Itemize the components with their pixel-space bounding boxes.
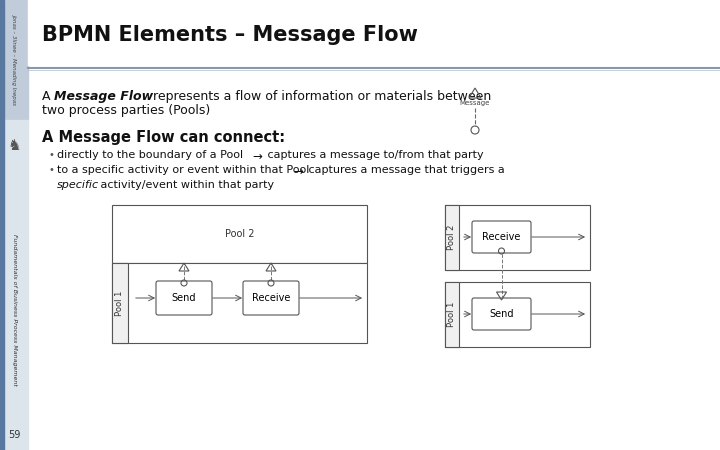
Bar	[445, 282, 459, 347]
Text: Receive: Receive	[482, 232, 521, 242]
Bar	[28, 0, 720, 65]
Text: 59: 59	[8, 430, 20, 440]
Text: captures a message to/from that party: captures a message to/from that party	[264, 150, 484, 160]
Text: Send: Send	[172, 293, 197, 303]
FancyBboxPatch shape	[472, 221, 531, 253]
Text: A: A	[42, 90, 55, 103]
FancyBboxPatch shape	[243, 281, 299, 315]
Text: →: →	[293, 165, 303, 178]
FancyBboxPatch shape	[156, 281, 212, 315]
Text: Message Flow: Message Flow	[54, 90, 153, 103]
Bar	[112, 263, 367, 343]
Text: •: •	[48, 150, 54, 160]
Bar	[0, 120, 28, 450]
Bar	[112, 205, 367, 263]
Text: Receive: Receive	[252, 293, 290, 303]
Bar	[0, 0, 28, 120]
Text: Pool 1: Pool 1	[115, 290, 125, 316]
Bar	[445, 205, 590, 270]
Text: captures a message that triggers a: captures a message that triggers a	[305, 165, 505, 175]
Text: activity/event within that party: activity/event within that party	[97, 180, 274, 190]
Bar	[0, 0, 4, 450]
Text: to a specific activity or event within that Pool: to a specific activity or event within t…	[57, 165, 313, 175]
Text: BPMN Elements – Message Flow: BPMN Elements – Message Flow	[42, 25, 418, 45]
FancyBboxPatch shape	[472, 298, 531, 330]
Bar	[445, 205, 459, 270]
Text: Send: Send	[490, 309, 514, 319]
Text: A Message Flow can connect:: A Message Flow can connect:	[42, 130, 285, 145]
Text: Pool 2: Pool 2	[225, 229, 254, 239]
Bar	[112, 263, 128, 343]
Text: Pool 1: Pool 1	[448, 302, 456, 327]
Text: →: →	[252, 150, 262, 163]
Text: represents a flow of information or materials between: represents a flow of information or mate…	[149, 90, 491, 103]
Text: specific: specific	[57, 180, 99, 190]
Text: Jonas – 3linee – Menading Inepas: Jonas – 3linee – Menading Inepas	[12, 14, 17, 105]
Text: two process parties (Pools): two process parties (Pools)	[42, 104, 210, 117]
Text: Pool 2: Pool 2	[448, 225, 456, 250]
Text: directly to the boundary of a Pool: directly to the boundary of a Pool	[57, 150, 247, 160]
Text: ♞: ♞	[7, 138, 21, 153]
Text: Message: Message	[460, 100, 490, 106]
Text: •: •	[48, 165, 54, 175]
Text: Fundamentals of Business Process Management: Fundamentals of Business Process Managem…	[12, 234, 17, 386]
Bar	[445, 282, 590, 347]
